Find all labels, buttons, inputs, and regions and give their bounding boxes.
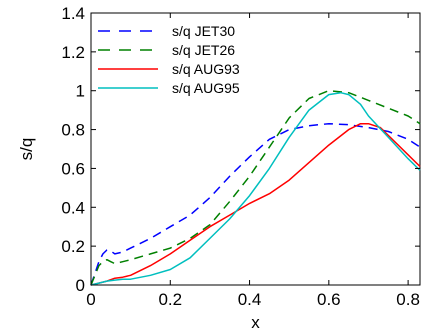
series-line-4	[90, 91, 421, 286]
x-tick-label: 0.6	[317, 290, 341, 309]
series-line-3	[90, 122, 421, 286]
legend-label-2: s/q JET26	[172, 42, 235, 58]
x-tick-label: 0.4	[238, 290, 262, 309]
y-tick-label: 0	[76, 276, 85, 295]
x-tick-label: 0.8	[396, 290, 420, 309]
series-layer	[90, 89, 421, 286]
x-tick-label: 0.2	[158, 290, 182, 309]
y-tick-label: 1.2	[61, 43, 85, 62]
ticks-layer: 0 0.2 0.4 0.6 0.8 0 0.2 0.4 0.6 0.8 1 1.2 1.4	[61, 4, 420, 309]
y-tick-label: 1	[76, 82, 85, 101]
legend: s/q JET30 s/q JET26 s/q AUG93 s/q AUG95	[98, 23, 240, 96]
legend-label-4: s/q AUG95	[172, 80, 240, 96]
y-tick-label: 1.4	[61, 4, 85, 23]
legend-label-3: s/q AUG93	[172, 61, 240, 77]
series-line-1	[90, 122, 421, 286]
y-axis-label: s/q	[17, 138, 36, 161]
y-tick-label: 0.2	[61, 237, 85, 256]
y-tick-label: 0.4	[61, 198, 85, 217]
series-line-2	[90, 89, 421, 286]
plot-area	[90, 12, 421, 286]
y-tick-label: 0.6	[61, 159, 85, 178]
x-axis-label: x	[251, 313, 260, 332]
x-tick-label: 0	[86, 290, 95, 309]
y-tick-label: 0.8	[61, 121, 85, 140]
legend-label-1: s/q JET30	[172, 23, 235, 39]
